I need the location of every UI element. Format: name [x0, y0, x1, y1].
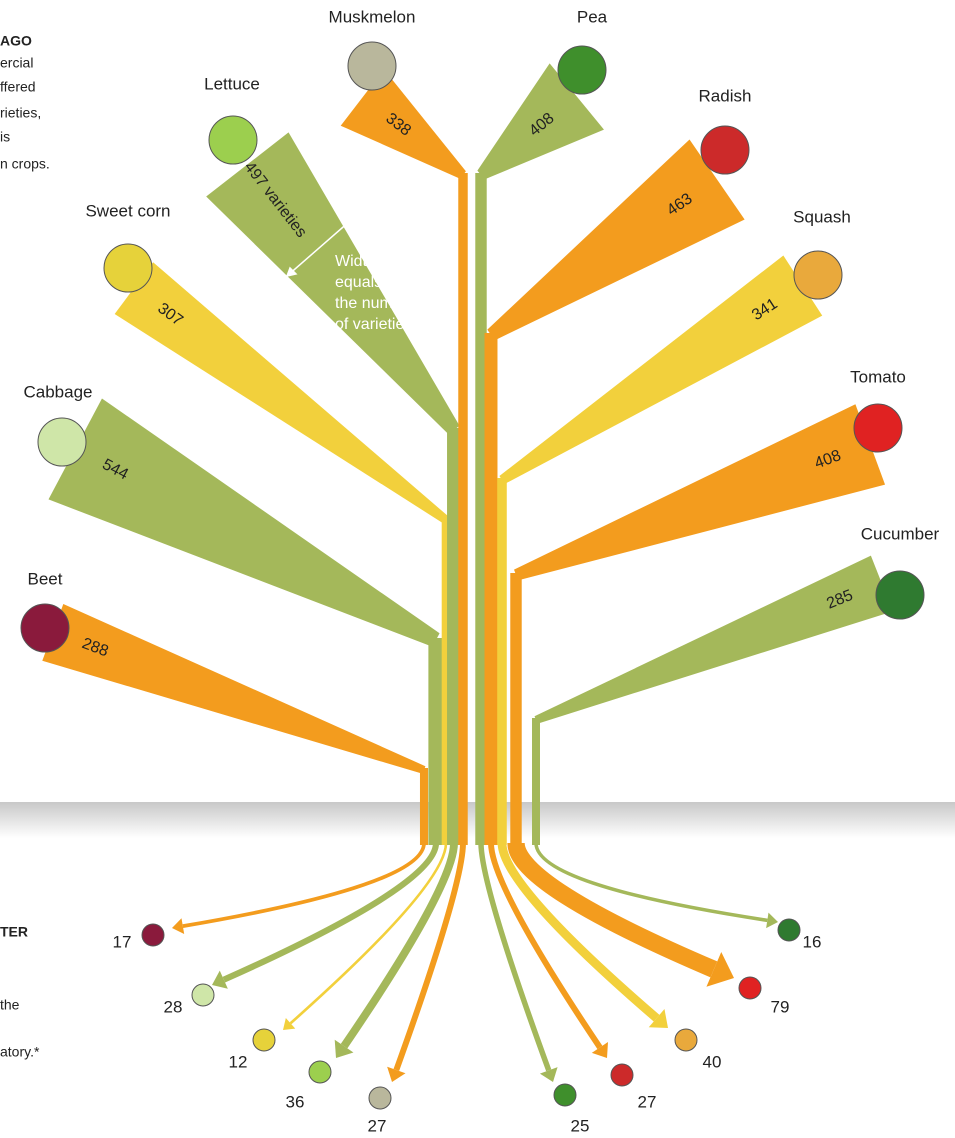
crop-name: Tomato [850, 367, 906, 386]
trunk-strip [485, 333, 498, 845]
crop-icon-small [369, 1087, 391, 1109]
trunk-strip [420, 768, 428, 845]
annotation: equals [335, 274, 382, 291]
crop-icon-small [778, 919, 800, 941]
after-value-label: 16 [803, 932, 822, 951]
trunk-strip [532, 718, 540, 845]
side-text: ercial [0, 55, 33, 71]
crop-icon-small [142, 924, 164, 946]
trunk-strip [428, 638, 443, 845]
after-value-label: 25 [571, 1116, 590, 1135]
crop-name: Beet [28, 569, 63, 588]
crop-name: Squash [793, 207, 851, 226]
crop-name: Muskmelon [329, 7, 416, 26]
trunk-strip [510, 573, 521, 845]
crop-icon [854, 404, 902, 452]
annotation: Width [335, 253, 376, 270]
crop-name: Cabbage [23, 382, 92, 401]
side-text: is [0, 129, 10, 145]
after-value-label: 12 [229, 1052, 248, 1071]
crop-name: Radish [699, 86, 752, 105]
trunk-strip [458, 173, 467, 845]
crop-icon-small [192, 984, 214, 1006]
crop-icon-small [675, 1029, 697, 1051]
chart: AGO ercial ffered rieties, is n crops. TER the a… [0, 0, 955, 1138]
side-text: ffered [0, 79, 36, 95]
page: AGO ercial ffered rieties, is n crops. TER the a… [0, 0, 955, 1138]
crop-icon [209, 116, 257, 164]
after-value-label: 28 [164, 997, 183, 1016]
annotation: the number [335, 295, 417, 312]
crop-icon-small [739, 977, 761, 999]
crop-name: Lettuce [204, 74, 260, 93]
side-text: rieties, [0, 105, 41, 121]
side-text: n crops. [0, 156, 50, 172]
after-value-label: 27 [368, 1116, 387, 1135]
crop-icon [701, 126, 749, 174]
side-text: TER [0, 924, 28, 940]
side-text: AGO [0, 33, 32, 49]
side-text: atory.* [0, 1044, 40, 1060]
side-text: the [0, 997, 20, 1013]
after-value-label: 36 [286, 1092, 305, 1111]
after-value-label: 27 [638, 1092, 657, 1111]
crop-icon [104, 244, 152, 292]
crop-icon [348, 42, 396, 90]
crop-icon-small [611, 1064, 633, 1086]
trunk-strip [497, 478, 507, 845]
crop-icon [876, 571, 924, 619]
after-value-label: 17 [113, 932, 132, 951]
crop-name: Sweet corn [85, 201, 170, 220]
crop-icon [38, 418, 86, 466]
after-value-label: 79 [771, 997, 790, 1016]
after-value-label: 40 [703, 1052, 722, 1071]
crop-icon [794, 251, 842, 299]
annotation: of varieties [335, 316, 412, 333]
crop-icon-small [253, 1029, 275, 1051]
crop-name: Cucumber [861, 524, 940, 543]
crop-icon [558, 46, 606, 94]
crop-icon-small [554, 1084, 576, 1106]
crop-icon [21, 604, 69, 652]
crop-icon-small [309, 1061, 331, 1083]
crop-name: Pea [577, 7, 608, 26]
